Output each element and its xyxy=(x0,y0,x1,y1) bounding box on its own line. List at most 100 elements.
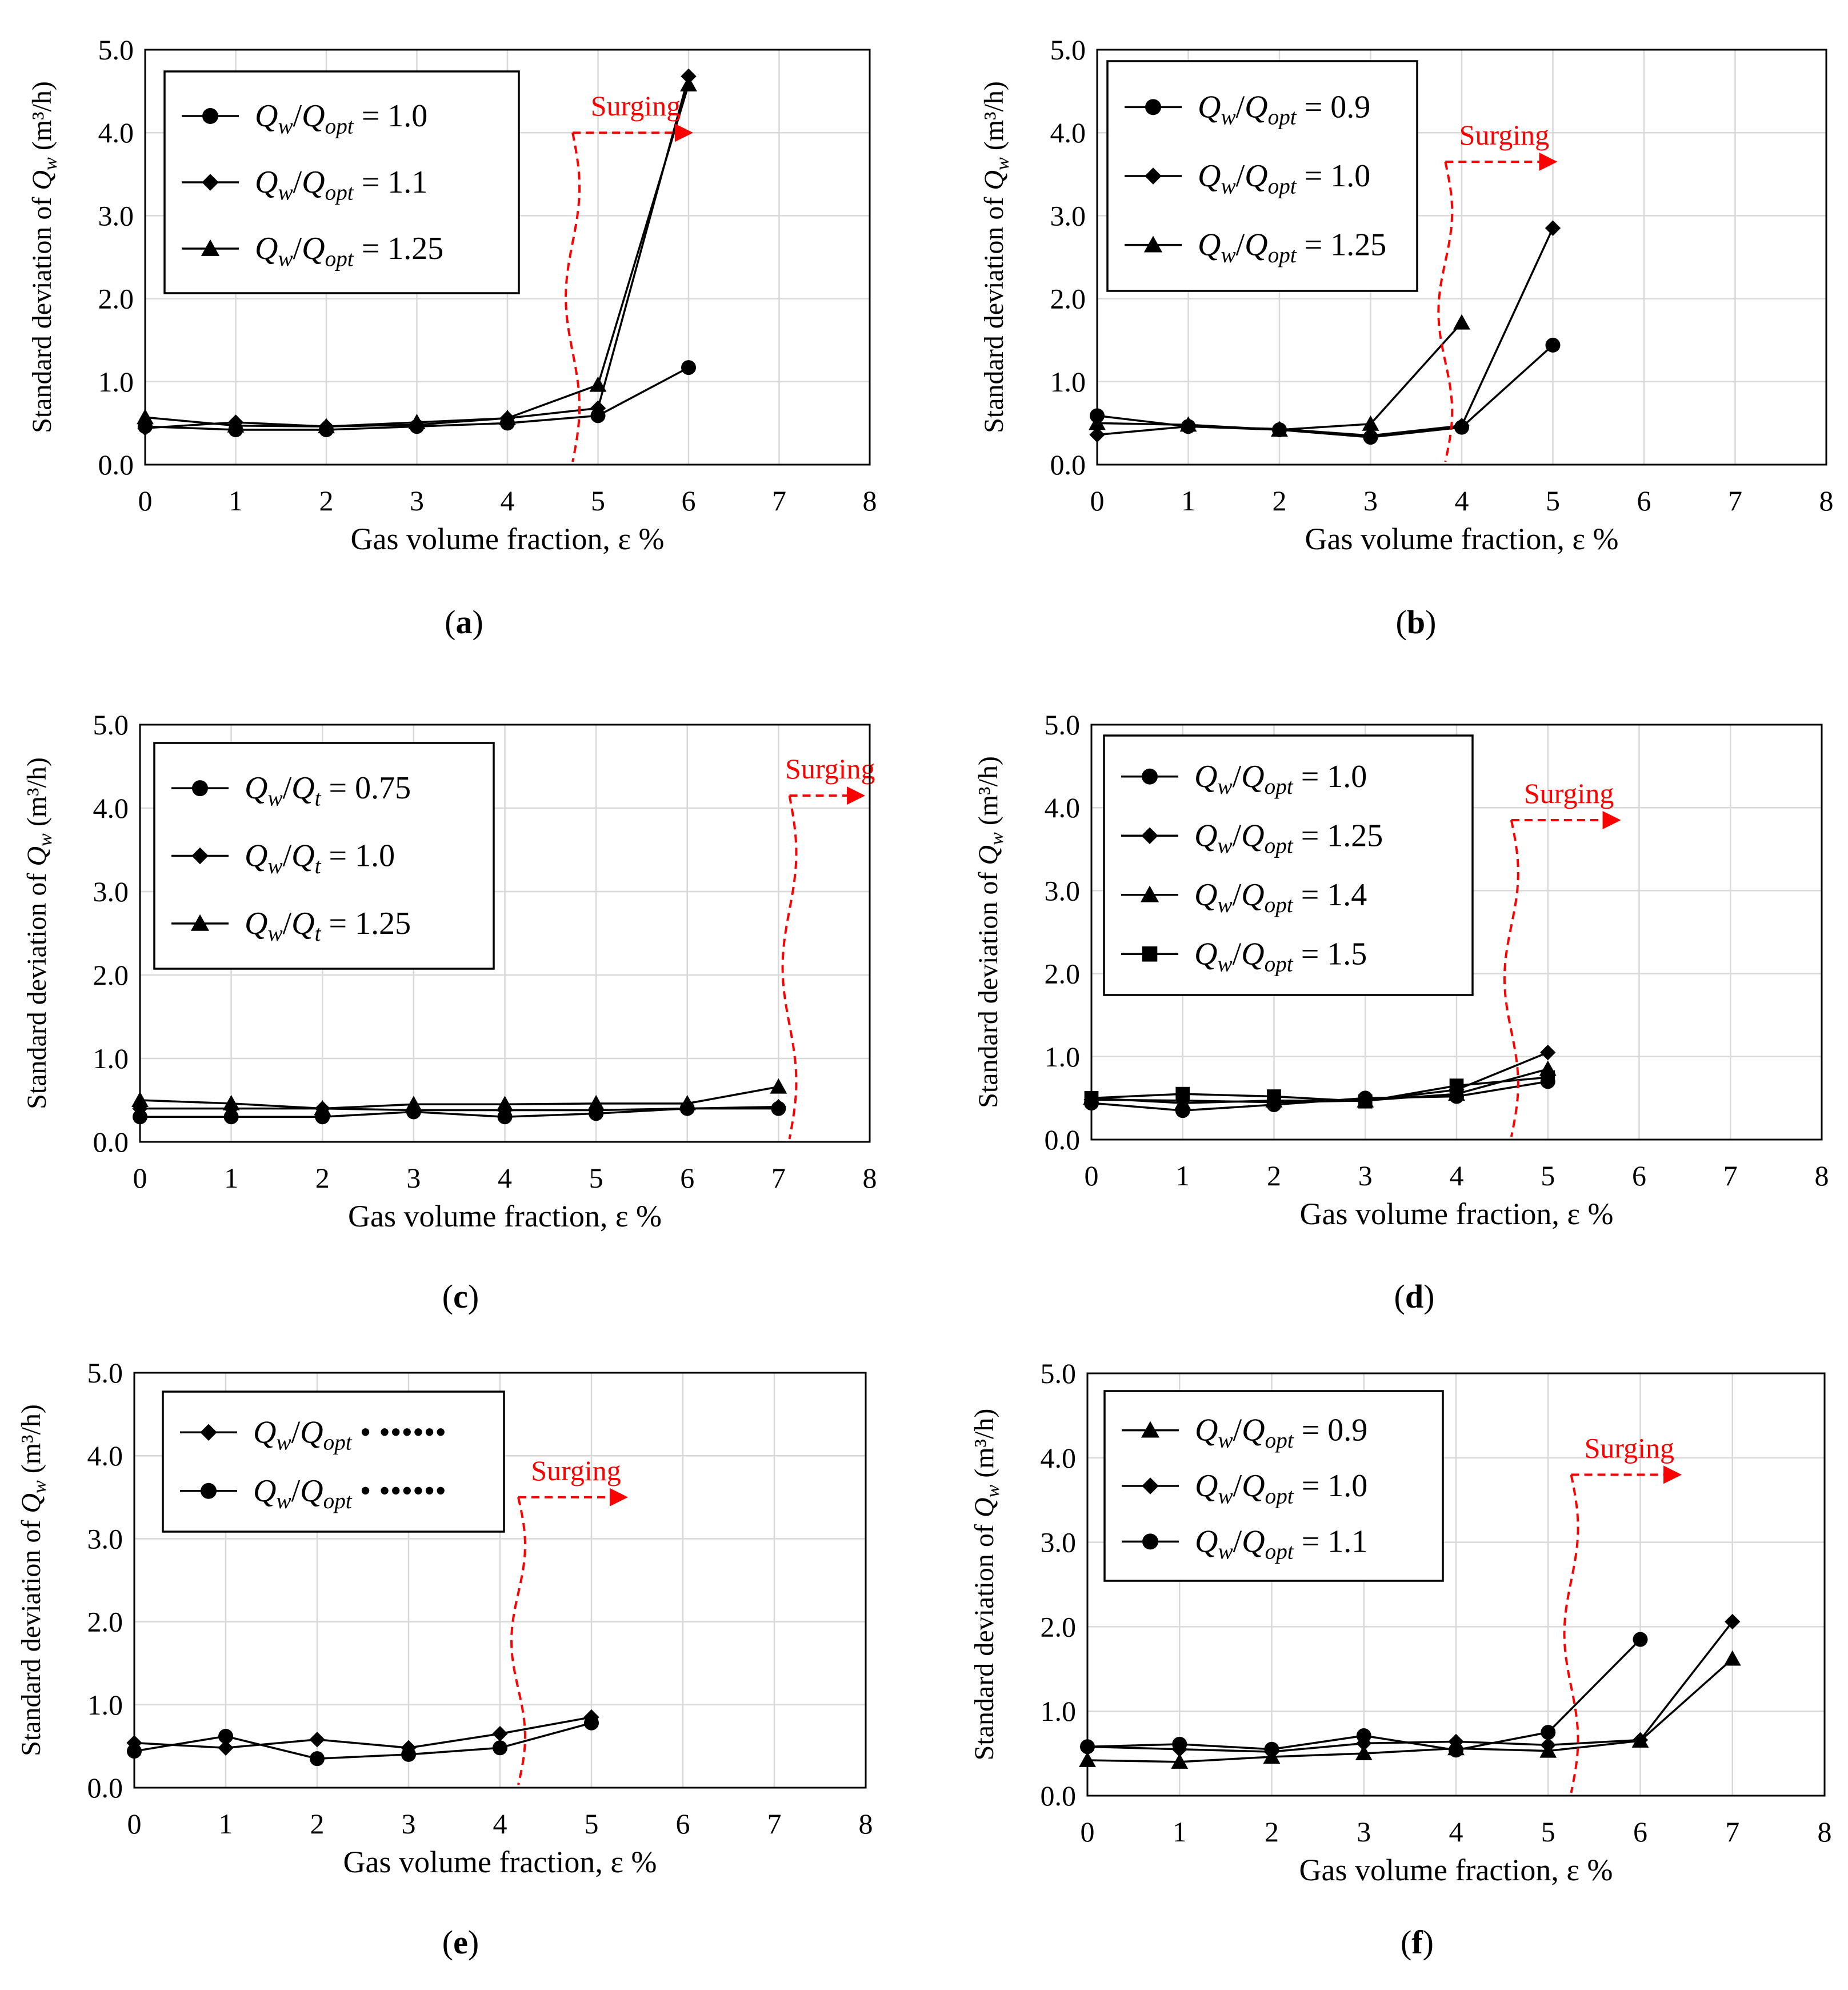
data-point-1-5 xyxy=(1540,1737,1556,1753)
data-point-1-3 xyxy=(401,1747,416,1762)
data-point-0-1 xyxy=(223,1109,239,1125)
data-point-3-5 xyxy=(1541,1070,1555,1085)
legend-marker xyxy=(191,847,209,865)
x-tick-label: 0 xyxy=(138,485,153,517)
x-tick-label: 5 xyxy=(591,485,605,517)
legend-marker xyxy=(1145,167,1162,185)
y-tick-label: 3.0 xyxy=(98,199,134,231)
x-tick-label: 6 xyxy=(682,485,696,517)
x-tick-label: 7 xyxy=(772,485,786,517)
data-point-2-4 xyxy=(1448,1085,1465,1101)
data-point-1-7 xyxy=(770,1099,787,1115)
x-axis-label: Gas volume fraction, ε % xyxy=(1305,522,1618,556)
legend-entry-2: Qw/Qopt = 1.25 xyxy=(255,231,443,271)
chart-c: 0 1 2 3 4 5 6 7 8 0.0 1.0 2.0 3.0 4.0 5.0 Gas volume fr… xyxy=(22,709,877,1315)
x-tick-label: 6 xyxy=(676,1808,690,1840)
surging-label: Surging xyxy=(531,1454,621,1486)
legend-marker xyxy=(1142,1477,1159,1495)
y-axis-label: Standard deviation of Qw (m³/h) xyxy=(27,81,61,433)
data-point-1-4 xyxy=(1448,1733,1464,1750)
legend-entry-1: Qw/Qopt • •••••• xyxy=(253,1473,446,1513)
x-tick-label: 3 xyxy=(410,485,424,517)
x-axis-label: Gas volume fraction, ε % xyxy=(350,522,664,556)
data-point-2-4 xyxy=(499,409,516,425)
data-point-1-6 xyxy=(1632,1732,1649,1748)
data-point-2-1 xyxy=(1174,1094,1191,1110)
data-point-2-6 xyxy=(680,76,697,91)
x-axis-label: Gas volume fraction, ε % xyxy=(1299,1197,1613,1231)
plot-frame xyxy=(144,49,871,466)
series-line-1 xyxy=(1097,227,1554,437)
data-point-1-5 xyxy=(584,1715,599,1731)
surging-boundary xyxy=(781,795,798,1140)
data-point-1-2 xyxy=(310,1751,325,1767)
y-tick-label: 2.0 xyxy=(1045,958,1081,990)
data-point-1-5 xyxy=(1545,220,1561,236)
legend-entry-0: Qw/Qt = 0.75 xyxy=(245,770,411,810)
x-tick-label: 8 xyxy=(1819,485,1834,517)
y-tick-label: 5.0 xyxy=(1050,34,1086,66)
y-tick-label: 2.0 xyxy=(1041,1611,1077,1643)
data-point-0-4 xyxy=(492,1725,508,1742)
x-tick-label: 8 xyxy=(859,1808,873,1840)
legend-marker xyxy=(1140,885,1159,902)
x-tick-label: 0 xyxy=(1081,1816,1095,1848)
surging-boundary xyxy=(510,1497,526,1785)
x-tick-label: 6 xyxy=(1632,1160,1646,1192)
y-tick-label: 1.0 xyxy=(93,1042,129,1074)
x-tick-label: 7 xyxy=(1725,1816,1739,1848)
surging-boundary xyxy=(1563,1474,1579,1793)
data-point-2-6 xyxy=(678,1094,696,1110)
legend: Qw/Qopt = 0.9 Qw/Qopt = 1.0 Qw/Qopt = 1.1 xyxy=(1103,1390,1444,1582)
legend-entry-0: Qw/Qopt = 1.0 xyxy=(1194,759,1367,799)
surging-arrowhead xyxy=(674,123,693,142)
legend: Qw/Qopt = 0.9 Qw/Qopt = 1.0 Qw/Qopt = 1.25 xyxy=(1106,60,1418,292)
x-tick-label: 8 xyxy=(1818,1816,1832,1848)
data-point-2-1 xyxy=(227,417,245,433)
chart-d: 0 1 2 3 4 5 6 7 8 0.0 1.0 2.0 3.0 4.0 5.0 Gas volume fr… xyxy=(973,709,1829,1315)
x-tick-label: 7 xyxy=(1723,1160,1738,1192)
y-tick-label: 1.0 xyxy=(1050,366,1086,398)
x-tick-label: 1 xyxy=(219,1808,233,1840)
data-point-2-5 xyxy=(587,1094,605,1110)
x-tick-label: 4 xyxy=(1455,485,1469,517)
x-tick-label: 0 xyxy=(127,1808,142,1840)
legend-entry-1: Qw/Qopt = 1.25 xyxy=(1194,818,1383,858)
surging-arrowhead xyxy=(610,1488,628,1507)
series-line-1 xyxy=(140,1105,779,1112)
y-tick-label: 1.0 xyxy=(87,1689,123,1721)
data-point-3-4 xyxy=(1449,1078,1464,1093)
x-tick-label: 2 xyxy=(310,1808,325,1840)
plot-frame xyxy=(1086,1372,1826,1797)
x-tick-label: 4 xyxy=(493,1808,507,1840)
legend-marker xyxy=(1145,99,1161,115)
y-tick-label: 0.0 xyxy=(1045,1124,1081,1156)
surging-boundary xyxy=(1437,161,1454,462)
y-tick-label: 0.0 xyxy=(93,1126,129,1158)
x-tick-label: 1 xyxy=(1175,1160,1190,1192)
x-tick-label: 1 xyxy=(1173,1816,1187,1848)
panel-caption: (c) xyxy=(442,1278,479,1315)
x-tick-label: 5 xyxy=(1541,1816,1555,1848)
y-tick-label: 0.0 xyxy=(1041,1780,1077,1812)
chart-f: 0 1 2 3 4 5 6 7 8 0.0 1.0 2.0 3.0 4.0 5.0 Gas volume fr… xyxy=(969,1357,1832,1961)
series-line-2 xyxy=(139,1085,779,1110)
panel-caption: (a) xyxy=(445,604,483,641)
surging-arrowhead xyxy=(1663,1465,1682,1484)
data-point-1-4 xyxy=(1454,418,1470,434)
data-point-2-3 xyxy=(1362,415,1379,431)
x-tick-label: 4 xyxy=(498,1162,512,1194)
x-tick-label: 7 xyxy=(771,1162,786,1194)
y-tick-label: 4.0 xyxy=(1050,117,1086,149)
data-point-1-5 xyxy=(590,400,606,416)
data-point-2-6 xyxy=(1633,1632,1648,1647)
data-point-3-1 xyxy=(1175,1086,1190,1101)
y-tick-label: 5.0 xyxy=(87,1357,123,1389)
surging-boundary xyxy=(565,132,581,462)
data-point-2-3 xyxy=(405,1096,422,1112)
y-tick-label: 3.0 xyxy=(1041,1527,1077,1559)
panel-caption: (b) xyxy=(1396,604,1437,641)
data-point-0-7 xyxy=(1723,1650,1741,1666)
series-line-3 xyxy=(1091,1076,1548,1102)
legend-entry-1: Qw/Qt = 1.0 xyxy=(245,838,395,878)
